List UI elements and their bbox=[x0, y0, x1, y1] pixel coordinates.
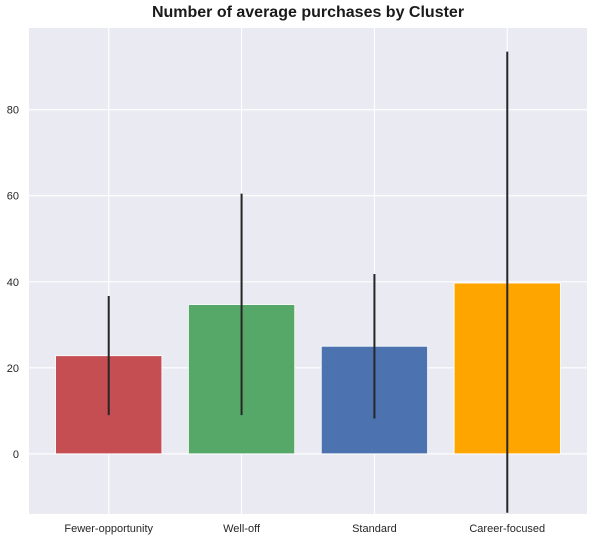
x-tick-label: Fewer-opportunity bbox=[64, 523, 153, 535]
bars bbox=[55, 282, 561, 455]
y-tick-label: 20 bbox=[7, 363, 19, 375]
y-tick-label: 0 bbox=[13, 449, 19, 461]
error-bars bbox=[107, 51, 509, 513]
y-tick-label: 60 bbox=[7, 191, 19, 203]
x-axis-ticks: Fewer-opportunity Well-off Standard Career-… bbox=[64, 523, 545, 535]
chart-title: Number of average purchases by Cluster bbox=[151, 4, 465, 21]
y-tick-label: 40 bbox=[7, 277, 19, 289]
y-axis-ticks: 0 20 40 60 80 bbox=[7, 105, 19, 461]
x-tick-label: Career-focused bbox=[469, 523, 545, 535]
y-tick-label: 80 bbox=[7, 105, 19, 117]
x-tick-label: Standard bbox=[352, 523, 397, 535]
x-tick-label: Well-off bbox=[223, 523, 261, 535]
